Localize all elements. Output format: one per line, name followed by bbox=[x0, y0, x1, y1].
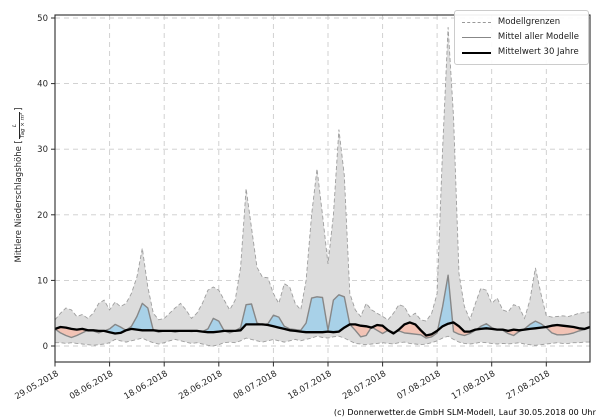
mean-30-years-line bbox=[54, 321, 591, 337]
x-tick-label: 28.06.2018 bbox=[177, 369, 224, 402]
y-tick-label: 20 bbox=[37, 211, 48, 221]
gray-line-sample-icon bbox=[461, 37, 491, 38]
copyright-caption: (c) Donnerwetter.de GmbH SLM-Modell, Lau… bbox=[333, 408, 596, 417]
y-axis-unit-fraction: L Tag × m² bbox=[12, 111, 26, 140]
x-tick-label: 08.07.2018 bbox=[232, 369, 279, 402]
y-axis-label: Mittlere Niederschlagshöhe [L Tag × m²] bbox=[12, 80, 26, 290]
legend-item-mittel-aller-modelle: Mittel aller Modelle bbox=[461, 30, 579, 45]
model-bound-upper-line bbox=[54, 27, 591, 322]
y-axis-label-suffix: ] bbox=[14, 107, 24, 111]
legend-label: Mittel aller Modelle bbox=[497, 32, 579, 43]
model-spread-band bbox=[55, 27, 590, 346]
x-tick-label: 17.08.2018 bbox=[450, 369, 497, 402]
below-normal-fill bbox=[55, 322, 590, 339]
y-tick-label: 40 bbox=[37, 80, 48, 90]
x-tick-label: 07.08.2018 bbox=[395, 369, 442, 402]
above-normal-fill bbox=[104, 275, 546, 334]
legend-item-modellgrenzen: Modellgrenzen bbox=[461, 15, 579, 30]
x-tick-label: 27.08.2018 bbox=[505, 369, 552, 402]
x-tick-label: 18.07.2018 bbox=[286, 369, 333, 402]
black-line-sample-icon bbox=[461, 51, 491, 54]
y-tick-label: 10 bbox=[37, 276, 48, 286]
legend: Modellgrenzen Mittel aller Modelle Mitte… bbox=[453, 10, 589, 65]
y-tick-label: 50 bbox=[37, 14, 48, 24]
legend-item-mittelwert-30-jahre: Mittelwert 30 Jahre bbox=[461, 45, 579, 60]
unit-numerator: L bbox=[12, 111, 20, 140]
y-tick-label: 30 bbox=[37, 145, 48, 155]
y-axis-label-prefix: Mittlere Niederschlagshöhe [ bbox=[14, 140, 24, 263]
unit-denominator: Tag × m² bbox=[19, 112, 26, 139]
legend-label: Mittelwert 30 Jahre bbox=[497, 47, 579, 58]
model-bound-lower-line bbox=[55, 335, 590, 347]
y-tick-label: 0 bbox=[43, 342, 48, 352]
axes-frame bbox=[54, 14, 591, 363]
x-tick-label: 08.06.2018 bbox=[68, 369, 115, 402]
dashed-line-sample-icon bbox=[461, 22, 491, 23]
x-tick-label: 28.07.2018 bbox=[341, 369, 388, 402]
x-tick-label: 18.06.2018 bbox=[123, 369, 170, 402]
legend-label: Modellgrenzen bbox=[497, 17, 561, 28]
x-tick-label: 29.05.2018 bbox=[13, 369, 60, 402]
